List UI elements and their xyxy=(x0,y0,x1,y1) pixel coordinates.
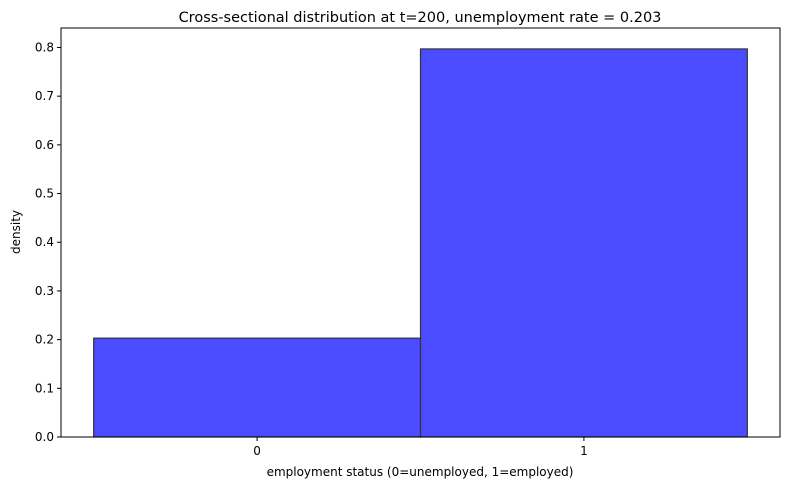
y-tick-label: 0.7 xyxy=(35,89,54,103)
y-tick-label: 0.1 xyxy=(35,381,54,395)
plot-frame xyxy=(60,27,781,438)
y-tick-label: 0.6 xyxy=(35,138,54,152)
x-tick-label: 0 xyxy=(253,444,261,458)
x-axis-label: employment status (0=unemployed, 1=emplo… xyxy=(267,465,574,479)
y-tick-label: 0.3 xyxy=(35,284,54,298)
x-tick-label: 1 xyxy=(580,444,588,458)
y-tick-label: 0.0 xyxy=(35,430,54,444)
y-tick-label: 0.4 xyxy=(35,235,54,249)
y-tick-label: 0.8 xyxy=(35,40,54,54)
y-tick-label: 0.2 xyxy=(35,333,54,347)
y-tick-label: 0.5 xyxy=(35,187,54,201)
bar-1 xyxy=(419,48,748,438)
bar-0 xyxy=(93,337,422,438)
y-axis-label: density xyxy=(9,210,23,254)
chart-title: Cross-sectional distribution at t=200, u… xyxy=(179,10,662,26)
